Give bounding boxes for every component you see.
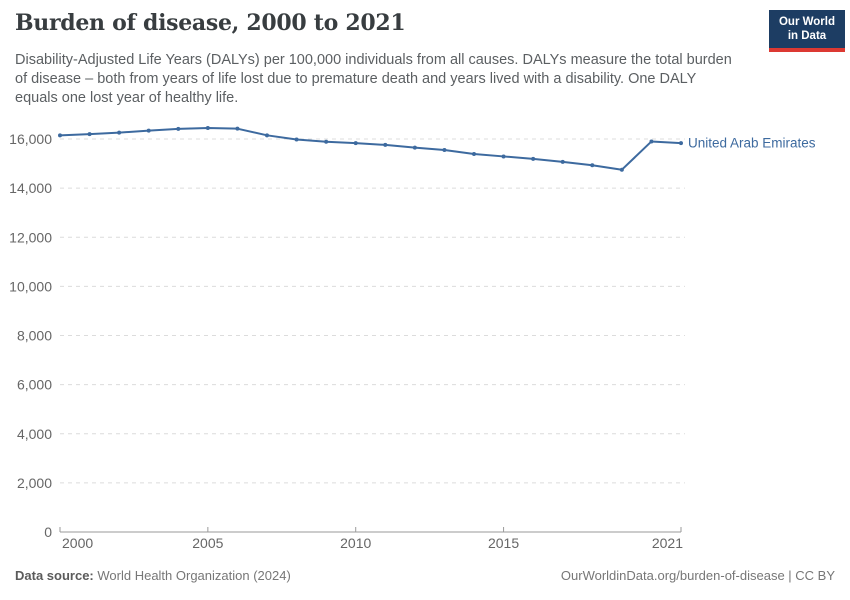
page-title: Burden of disease, 2000 to 2021 bbox=[15, 10, 406, 36]
data-point bbox=[58, 133, 62, 138]
data-source: Data source: World Health Organization (… bbox=[15, 568, 291, 583]
data-point bbox=[294, 137, 299, 142]
data-point bbox=[619, 167, 624, 172]
data-point bbox=[235, 126, 240, 131]
data-point bbox=[117, 130, 122, 135]
x-tick-label: 2005 bbox=[192, 535, 223, 551]
data-point bbox=[324, 139, 329, 144]
owid-logo: Our World in Data bbox=[769, 10, 845, 52]
x-tick-label: 2000 bbox=[62, 535, 93, 551]
data-point bbox=[531, 156, 536, 161]
y-tick-label: 8,000 bbox=[17, 328, 52, 344]
series-line bbox=[59, 126, 682, 171]
chart-subtitle: Disability-Adjusted Life Years (DALYs) p… bbox=[15, 52, 732, 107]
y-tick-label: 12,000 bbox=[9, 229, 52, 245]
data-point bbox=[383, 142, 388, 147]
data-point bbox=[442, 148, 447, 153]
data-point bbox=[265, 133, 269, 138]
data-point bbox=[472, 151, 476, 156]
y-tick-label: 10,000 bbox=[9, 278, 52, 294]
data-point bbox=[590, 163, 595, 168]
owid-logo-line2: in Data bbox=[787, 30, 827, 43]
data-point bbox=[560, 159, 565, 164]
data-point bbox=[87, 132, 92, 137]
y-tick-label: 0 bbox=[44, 524, 52, 540]
y-tick-label: 4,000 bbox=[17, 426, 52, 442]
data-point bbox=[353, 141, 358, 146]
x-tick-label: 2010 bbox=[340, 535, 371, 551]
chart-footer: Data source: World Health Organization (… bbox=[15, 568, 835, 583]
y-tick-label: 6,000 bbox=[17, 377, 52, 393]
data-point bbox=[501, 154, 506, 159]
y-tick-label: 14,000 bbox=[9, 180, 52, 196]
y-tick-label: 2,000 bbox=[17, 475, 52, 491]
data-point bbox=[146, 128, 151, 133]
data-source-value: World Health Organization (2024) bbox=[97, 568, 291, 583]
data-point bbox=[412, 145, 417, 150]
data-point bbox=[649, 139, 654, 144]
line-chart: 0 2,000 4,000 6,000 8,000 10,000 12,000 14,000 1… bbox=[9, 125, 816, 551]
data-point bbox=[679, 141, 683, 146]
x-tick-label: 2021 bbox=[652, 535, 683, 551]
x-tick-label: 2015 bbox=[488, 535, 519, 551]
y-tick-label: 16,000 bbox=[9, 131, 52, 147]
series-label: United Arab Emirates bbox=[688, 136, 816, 151]
data-point bbox=[176, 126, 181, 131]
data-source-label: Data source: bbox=[15, 568, 94, 583]
attribution: OurWorldinData.org/burden-of-disease | C… bbox=[560, 568, 835, 583]
data-point bbox=[205, 125, 210, 130]
owid-logo-line1: Our World bbox=[778, 16, 835, 28]
